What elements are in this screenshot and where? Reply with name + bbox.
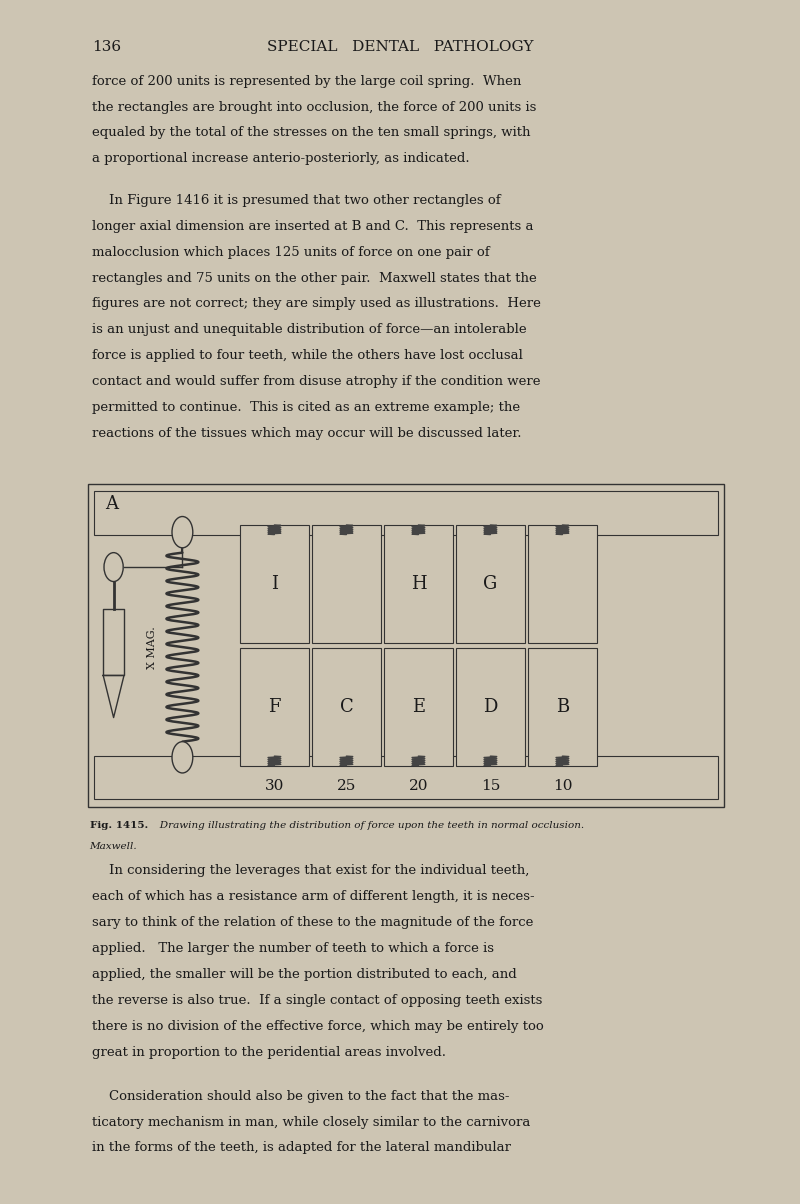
Text: Fig. 1415.: Fig. 1415. xyxy=(90,821,148,830)
Text: applied.   The larger the number of teeth to which a force is: applied. The larger the number of teeth … xyxy=(92,942,494,955)
Text: C: C xyxy=(339,698,354,715)
Bar xyxy=(456,525,525,643)
Bar xyxy=(384,648,453,766)
Text: Drawing illustrating the distribution of force upon the teeth in normal occlusio: Drawing illustrating the distribution of… xyxy=(150,821,584,830)
Text: E: E xyxy=(412,698,425,715)
Circle shape xyxy=(172,742,193,773)
Text: H: H xyxy=(410,576,426,592)
Text: force is applied to four teeth, while the others have lost occlusal: force is applied to four teeth, while th… xyxy=(92,349,523,362)
Text: a proportional increase anterio-posteriorly, as indicated.: a proportional increase anterio-posterio… xyxy=(92,153,470,165)
Bar xyxy=(94,491,718,535)
Text: Maxwell.: Maxwell. xyxy=(90,842,138,850)
Text: ticatory mechanism in man, while closely similar to the carnivora: ticatory mechanism in man, while closely… xyxy=(92,1115,530,1128)
Text: malocclusion which places 125 units of force on one pair of: malocclusion which places 125 units of f… xyxy=(92,246,490,259)
Polygon shape xyxy=(103,675,124,718)
Text: there is no division of the effective force, which may be entirely too: there is no division of the effective fo… xyxy=(92,1020,544,1033)
Text: rectangles and 75 units on the other pair.  Maxwell states that the: rectangles and 75 units on the other pai… xyxy=(92,272,537,284)
Text: 20: 20 xyxy=(409,779,428,793)
Text: 15: 15 xyxy=(481,779,500,793)
Text: the reverse is also true.  If a single contact of opposing teeth exists: the reverse is also true. If a single co… xyxy=(92,993,542,1007)
Text: in the forms of the teeth, is adapted for the lateral mandibular: in the forms of the teeth, is adapted fo… xyxy=(92,1141,511,1155)
Text: contact and would suffer from disuse atrophy if the condition were: contact and would suffer from disuse atr… xyxy=(92,376,541,388)
Text: I: I xyxy=(271,576,278,592)
Text: Consideration should also be given to the fact that the mas-: Consideration should also be given to th… xyxy=(92,1090,510,1103)
Text: force of 200 units is represented by the large coil spring.  When: force of 200 units is represented by the… xyxy=(92,75,522,88)
Text: 30: 30 xyxy=(265,779,284,793)
Text: G: G xyxy=(483,576,498,592)
Text: In Figure 1416 it is presumed that two other rectangles of: In Figure 1416 it is presumed that two o… xyxy=(92,194,501,207)
Polygon shape xyxy=(103,609,124,675)
Bar xyxy=(528,525,597,643)
Text: permitted to continue.  This is cited as an extreme example; the: permitted to continue. This is cited as … xyxy=(92,401,520,414)
Bar xyxy=(88,484,724,807)
Text: SPECIAL   DENTAL   PATHOLOGY: SPECIAL DENTAL PATHOLOGY xyxy=(266,40,534,54)
Text: longer axial dimension are inserted at B and C.  This represents a: longer axial dimension are inserted at B… xyxy=(92,219,534,232)
Text: A: A xyxy=(106,495,118,513)
Text: is an unjust and unequitable distribution of force—an intolerable: is an unjust and unequitable distributio… xyxy=(92,323,526,336)
Bar xyxy=(456,648,525,766)
Text: figures are not correct; they are simply used as illustrations.  Here: figures are not correct; they are simply… xyxy=(92,297,541,311)
Bar xyxy=(240,648,309,766)
Bar xyxy=(312,525,381,643)
Bar xyxy=(384,525,453,643)
Text: D: D xyxy=(483,698,498,715)
Bar xyxy=(94,756,718,799)
Text: sary to think of the relation of these to the magnitude of the force: sary to think of the relation of these t… xyxy=(92,916,534,929)
Text: F: F xyxy=(268,698,281,715)
Text: X MAG.: X MAG. xyxy=(147,626,157,668)
Bar xyxy=(312,648,381,766)
Text: 10: 10 xyxy=(553,779,572,793)
Bar xyxy=(240,525,309,643)
Text: great in proportion to the peridential areas involved.: great in proportion to the peridential a… xyxy=(92,1045,446,1058)
Text: 25: 25 xyxy=(337,779,356,793)
Bar xyxy=(528,648,597,766)
Text: equaled by the total of the stresses on the ten small springs, with: equaled by the total of the stresses on … xyxy=(92,126,530,140)
Text: 136: 136 xyxy=(92,40,121,54)
Text: reactions of the tissues which may occur will be discussed later.: reactions of the tissues which may occur… xyxy=(92,427,522,439)
Text: In considering the leverages that exist for the individual teeth,: In considering the leverages that exist … xyxy=(92,864,530,878)
Text: each of which has a resistance arm of different length, it is neces-: each of which has a resistance arm of di… xyxy=(92,891,534,903)
Circle shape xyxy=(172,517,193,548)
Text: B: B xyxy=(556,698,569,715)
Text: applied, the smaller will be the portion distributed to each, and: applied, the smaller will be the portion… xyxy=(92,968,517,981)
Circle shape xyxy=(104,553,123,582)
Text: the rectangles are brought into occlusion, the force of 200 units is: the rectangles are brought into occlusio… xyxy=(92,101,536,113)
